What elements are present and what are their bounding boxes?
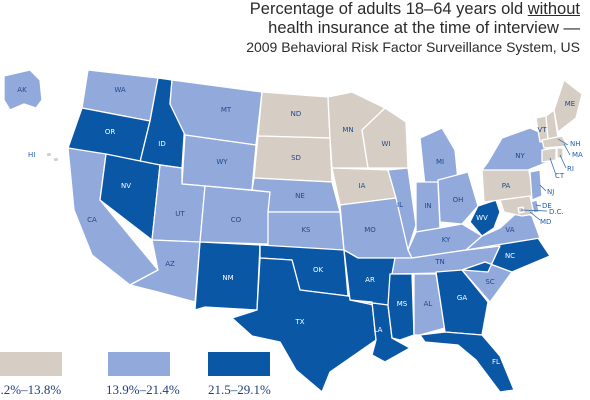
label-nh: NH bbox=[570, 140, 581, 148]
label-wa: WA bbox=[114, 86, 126, 94]
leader-lines bbox=[520, 138, 571, 221]
label-il: IL bbox=[397, 201, 403, 209]
state-nm[interactable] bbox=[194, 241, 261, 311]
label-ms: MS bbox=[397, 300, 408, 308]
label-de: DE bbox=[542, 202, 552, 210]
state-ma[interactable] bbox=[541, 135, 569, 149]
state-ga[interactable] bbox=[435, 269, 489, 336]
state-hi[interactable] bbox=[45, 151, 53, 158]
label-ak: AK bbox=[17, 86, 27, 94]
label-ok: OK bbox=[313, 266, 324, 274]
label-co: CO bbox=[231, 216, 242, 224]
state-al[interactable] bbox=[413, 273, 446, 336]
label-ky: KY bbox=[442, 236, 451, 244]
label-ga: GA bbox=[457, 294, 467, 302]
label-ut: UT bbox=[175, 210, 185, 218]
legend-label-mid: 13.9%–21.4% bbox=[106, 382, 180, 397]
label-id: ID bbox=[158, 140, 165, 148]
state-labels: AK WA OR CA ID NV MT WY UT AZ CO NM ND SD NE KS OK TX MN IA… bbox=[17, 86, 575, 366]
label-in: IN bbox=[424, 202, 431, 210]
state-nj[interactable] bbox=[529, 169, 543, 201]
state-ri[interactable] bbox=[556, 147, 564, 159]
state-ak[interactable] bbox=[3, 69, 43, 111]
label-sd: SD bbox=[291, 154, 301, 162]
title-line-1: Percentage of adults 18–64 years old wit… bbox=[246, 0, 580, 19]
leader-nh bbox=[557, 138, 569, 146]
label-sc: SC bbox=[485, 278, 494, 286]
label-or: OR bbox=[105, 128, 116, 136]
leader-ma bbox=[563, 143, 571, 156]
label-la: LA bbox=[374, 326, 383, 334]
legend-swatch-high bbox=[208, 352, 270, 376]
label-va: VA bbox=[505, 226, 514, 234]
label-ny: NY bbox=[515, 152, 525, 160]
leader-ri bbox=[559, 154, 567, 169]
label-nj: NJ bbox=[547, 188, 554, 196]
label-fl: FL bbox=[492, 358, 500, 366]
legend-swatch-low bbox=[0, 352, 62, 376]
label-wy: WY bbox=[216, 158, 228, 166]
label-ks: KS bbox=[301, 226, 311, 234]
state-ct[interactable] bbox=[541, 147, 557, 163]
state-me[interactable] bbox=[553, 79, 583, 133]
leader-nj bbox=[539, 184, 547, 192]
leader-md bbox=[529, 211, 541, 221]
map-title: Percentage of adults 18–64 years old wit… bbox=[246, 0, 580, 57]
label-tn: TN bbox=[434, 258, 445, 266]
state-co[interactable] bbox=[199, 185, 271, 245]
label-oh: OH bbox=[453, 196, 464, 204]
state-va[interactable] bbox=[465, 209, 541, 251]
label-me: ME bbox=[565, 100, 575, 108]
legend-label-high: 21.5–29.1% bbox=[208, 382, 271, 397]
leader-dc bbox=[520, 209, 548, 212]
label-ia: IA bbox=[359, 182, 366, 190]
label-mi: MI bbox=[436, 158, 444, 166]
state-mi[interactable] bbox=[419, 127, 459, 187]
label-nv: NV bbox=[121, 182, 131, 190]
state-md[interactable] bbox=[499, 195, 535, 217]
state-tx[interactable] bbox=[231, 257, 377, 393]
state-hi-islands[interactable] bbox=[52, 156, 60, 163]
state-fl[interactable] bbox=[419, 331, 515, 393]
label-mn: MN bbox=[342, 126, 353, 134]
legend-label-low: 6.2%–13.8% bbox=[0, 382, 62, 397]
label-nm: NM bbox=[222, 274, 233, 282]
label-ca: CA bbox=[87, 216, 97, 224]
state-wi[interactable] bbox=[361, 107, 409, 169]
label-hi: HI bbox=[28, 151, 35, 159]
label-mt: MT bbox=[221, 106, 232, 114]
leader-ct bbox=[549, 157, 557, 176]
legend-swatch-mid bbox=[108, 352, 170, 376]
title-underlined-word: without bbox=[527, 0, 580, 18]
title-line-1-text: Percentage of adults 18–64 years old bbox=[249, 0, 524, 18]
state-nc[interactable] bbox=[461, 237, 551, 273]
label-pa: PA bbox=[502, 182, 511, 190]
label-ma: MA bbox=[572, 151, 583, 159]
label-al: AL bbox=[424, 300, 433, 308]
label-az: AZ bbox=[165, 260, 175, 268]
label-nd: ND bbox=[291, 110, 302, 118]
state-oh[interactable] bbox=[437, 171, 479, 225]
label-dc: D.C. bbox=[549, 208, 564, 216]
label-wv: WV bbox=[476, 214, 488, 222]
label-ct: CT bbox=[555, 172, 565, 180]
state-il[interactable] bbox=[387, 167, 417, 251]
label-vt: VT bbox=[537, 126, 547, 134]
label-ri: RI bbox=[567, 165, 574, 173]
label-ne: NE bbox=[295, 192, 305, 200]
label-ar: AR bbox=[365, 276, 375, 284]
label-nc: NC bbox=[505, 252, 515, 260]
label-tx: TX bbox=[294, 318, 304, 326]
legend: 6.2%–13.8% 13.9%–21.4% 21.5–29.1% bbox=[0, 352, 590, 400]
label-md: MD bbox=[540, 218, 551, 226]
leader-de bbox=[535, 204, 542, 207]
label-wi: WI bbox=[382, 140, 391, 148]
label-mo: MO bbox=[364, 226, 376, 234]
title-line-2: health insurance at the time of intervie… bbox=[268, 19, 580, 37]
title-line-3: 2009 Behavioral Risk Factor Surveillance… bbox=[246, 39, 580, 55]
state-ms[interactable] bbox=[387, 273, 415, 341]
